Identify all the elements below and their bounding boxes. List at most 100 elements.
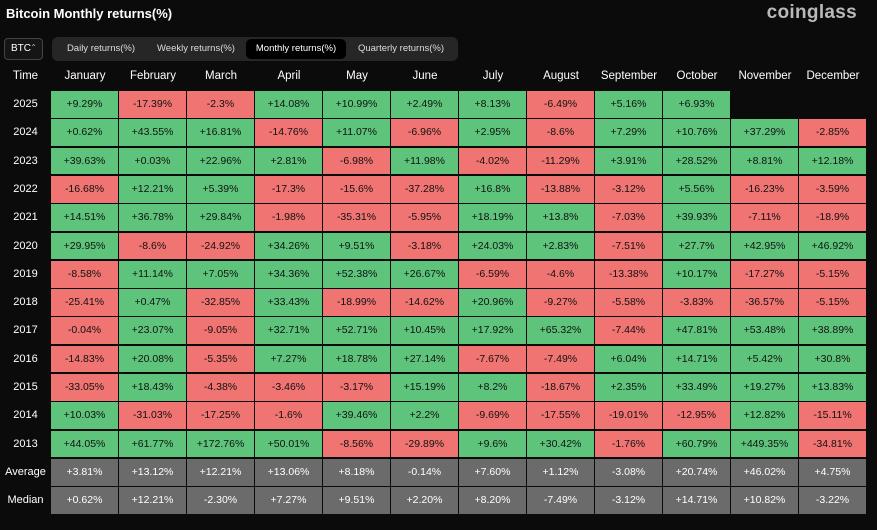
return-cell: -4.02% [459, 147, 526, 175]
row-label: 2019 [13, 267, 38, 280]
return-cell: +50.01% [255, 430, 322, 458]
summary-cell: +8.20% [459, 487, 526, 514]
summary-cell: -0.14% [391, 458, 458, 486]
summary-cell: +7.60% [459, 458, 526, 486]
return-cell: -5.58% [595, 289, 662, 316]
summary-cell: -3.22% [799, 487, 866, 514]
row-label: 2024 [13, 126, 38, 139]
return-cell: -36.57% [731, 289, 798, 316]
summary-cell: +10.82% [731, 487, 798, 514]
return-cell: -35.31% [323, 204, 390, 231]
return-cell: +18.78% [323, 345, 390, 373]
summary-cell: -3.08% [595, 458, 662, 486]
return-cell: +5.16% [595, 91, 662, 118]
return-cell: +33.43% [255, 289, 322, 316]
return-cell: +29.95% [51, 232, 118, 260]
return-cell: +10.99% [323, 91, 390, 118]
column-header: October [676, 70, 718, 82]
return-cell: -1.6% [255, 402, 322, 430]
return-cell: -24.92% [187, 232, 254, 260]
return-cell: +5.56% [663, 175, 730, 203]
column-header: July [482, 70, 504, 82]
return-cell: -3.12% [595, 175, 662, 203]
return-cell: +52.71% [323, 317, 390, 345]
return-cell: +43.55% [119, 119, 186, 147]
summary-cell: +13.06% [255, 458, 322, 486]
return-cell: +8.81% [731, 147, 798, 175]
return-cell: -18.99% [323, 289, 390, 316]
tab[interactable]: Quarterly returns(%) [357, 43, 445, 54]
tab[interactable]: Weekly returns(%) [157, 43, 235, 54]
return-cell: +2.81% [255, 147, 322, 175]
tab[interactable]: Daily returns(%) [66, 43, 136, 54]
return-cell: -14.62% [391, 289, 458, 316]
return-cell: +12.21% [119, 175, 186, 203]
return-cell: -8.6% [527, 119, 594, 147]
return-cell: +6.93% [663, 91, 730, 118]
return-cell: +38.89% [799, 317, 866, 345]
return-cell: -0.04% [51, 317, 118, 345]
summary-cell: +1.12% [527, 458, 594, 486]
return-cell: +9.6% [459, 430, 526, 458]
return-cell: +15.19% [391, 374, 458, 401]
summary-cell: +12.21% [119, 487, 186, 514]
return-cell: +449.35% [731, 430, 798, 458]
return-cell: +18.43% [119, 374, 186, 401]
column-header: August [543, 70, 579, 82]
return-cell: -7.67% [459, 345, 526, 373]
return-cell: +2.35% [595, 374, 662, 401]
return-cell: +2.49% [391, 91, 458, 118]
return-cell: -2.85% [799, 119, 866, 147]
return-cell: +27.7% [663, 232, 730, 260]
return-cell: -7.49% [527, 345, 594, 373]
row-label: Average [5, 465, 46, 478]
row-label: 2013 [13, 437, 38, 450]
return-cell: +0.62% [51, 119, 118, 147]
return-cell: +65.32% [527, 317, 594, 345]
return-cell: -18.67% [527, 374, 594, 401]
tab[interactable]: Monthly returns(%) [246, 39, 346, 59]
column-header: November [738, 70, 792, 82]
return-cell: -6.49% [527, 91, 594, 118]
return-cell: +7.05% [187, 260, 254, 288]
row-label: Median [7, 494, 44, 507]
return-cell: +20.08% [119, 345, 186, 373]
return-cell: +172.76% [187, 430, 254, 458]
return-cell: +34.36% [255, 260, 322, 288]
return-cell: +27.14% [391, 345, 458, 373]
return-cell: +11.14% [119, 260, 186, 288]
return-cell: +34.26% [255, 232, 322, 260]
return-cell: +24.03% [459, 232, 526, 260]
return-cell: -33.05% [51, 374, 118, 401]
return-cell: +2.83% [527, 232, 594, 260]
row-label: 2015 [13, 381, 38, 393]
return-cell: -9.27% [527, 289, 594, 316]
summary-cell: +46.02% [731, 458, 798, 486]
return-cell: -3.18% [391, 232, 458, 260]
column-header: February [129, 70, 177, 82]
summary-cell: +20.74% [663, 458, 730, 486]
summary-cell: -3.12% [595, 487, 662, 514]
return-cell: +0.47% [119, 289, 186, 316]
return-cell: +5.39% [187, 175, 254, 203]
return-cell: -5.35% [187, 345, 254, 373]
return-cell: +19.27% [731, 374, 798, 401]
brand-logo: coinglass [766, 2, 857, 23]
return-cell: -15.11% [799, 402, 866, 430]
return-cell: -17.55% [527, 402, 594, 430]
return-cell: +9.51% [323, 232, 390, 260]
return-cell: -31.03% [119, 402, 186, 430]
return-cell: +26.67% [391, 260, 458, 288]
asset-selector[interactable]: BTC [4, 38, 43, 60]
return-cell: +30.8% [799, 345, 866, 373]
return-cell: +6.04% [595, 345, 662, 373]
return-cell: -18.9% [799, 204, 866, 231]
row-label: 2025 [13, 98, 38, 110]
return-cell: +16.81% [187, 119, 254, 147]
return-cell: +44.05% [51, 430, 118, 458]
return-cell: -6.59% [459, 260, 526, 288]
return-cell: -7.03% [595, 204, 662, 231]
return-cell: +42.95% [731, 232, 798, 260]
column-header: March [205, 70, 237, 82]
row-label: 2018 [13, 296, 38, 309]
